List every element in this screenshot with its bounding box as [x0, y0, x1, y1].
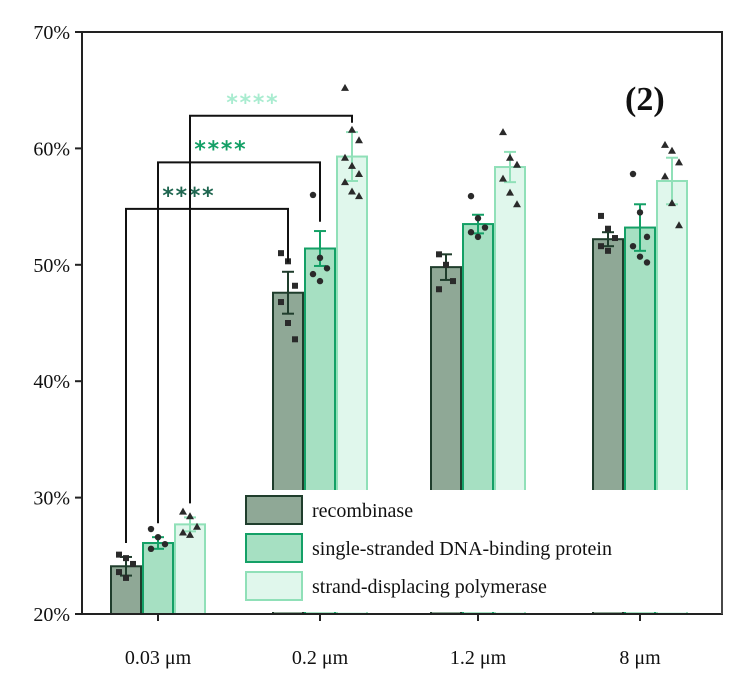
data-point-circle [467, 192, 475, 200]
data-point-triangle [348, 161, 356, 169]
y-tick-label: 30% [33, 488, 70, 510]
legend-swatch [245, 533, 303, 563]
legend-label: strand-displacing polymerase [312, 576, 547, 598]
significance-label: **** [194, 137, 247, 162]
data-point-square [123, 574, 129, 581]
data-point-triangle [341, 153, 349, 161]
data-point-square [116, 551, 122, 558]
data-point-triangle [348, 125, 356, 133]
x-tick-label: 1.2 μm [450, 647, 507, 669]
data-point-circle [474, 215, 482, 222]
data-point-circle [481, 224, 489, 231]
y-tick-label: 50% [33, 255, 70, 277]
data-point-square [612, 235, 618, 242]
data-point-triangle [675, 158, 683, 166]
data-point-triangle [506, 188, 514, 196]
data-point-triangle [675, 221, 683, 229]
data-point-circle [323, 265, 331, 272]
plot-frame [81, 31, 723, 615]
data-point-circle [629, 242, 637, 250]
data-point-triangle [499, 174, 507, 182]
legend-label: single-stranded DNA-binding protein [312, 538, 612, 560]
data-point-triangle [661, 172, 669, 180]
data-point-circle [316, 277, 324, 285]
data-point-triangle [179, 507, 187, 515]
data-point-triangle [513, 200, 521, 208]
data-point-circle [643, 233, 651, 241]
data-point-circle [316, 254, 324, 262]
data-point-square [285, 320, 291, 326]
data-point-square [123, 555, 129, 562]
data-point-triangle [193, 522, 201, 530]
data-point-circle [154, 533, 162, 541]
data-point-triangle [179, 528, 187, 536]
data-point-triangle [661, 140, 669, 148]
data-point-triangle [341, 83, 349, 91]
data-point-circle [629, 170, 637, 178]
x-tick-label: 0.03 μm [125, 647, 192, 669]
legend-swatch [245, 495, 303, 525]
data-point-triangle [355, 136, 363, 144]
data-point-circle [643, 259, 651, 266]
y-tick-label: 20% [33, 604, 70, 626]
significance-bracket [157, 161, 321, 524]
data-point-circle [636, 253, 644, 260]
bar-circle-series [142, 541, 174, 615]
x-tick-label: 0.2 μm [292, 647, 349, 669]
data-point-triangle [513, 160, 521, 168]
data-point-square [278, 299, 284, 306]
data-point-circle [474, 233, 482, 241]
y-tick-label: 40% [33, 371, 70, 393]
y-tick-label: 60% [33, 138, 70, 160]
data-point-square [605, 247, 611, 254]
data-point-triangle [186, 530, 194, 538]
data-point-square [292, 336, 298, 343]
data-point-square [130, 560, 136, 567]
y-tick-label: 70% [33, 22, 70, 44]
panel-label: (2) [625, 81, 665, 118]
legend-swatch [245, 571, 303, 601]
data-point-triangle [668, 146, 676, 154]
data-point-square [598, 243, 604, 250]
data-point-circle [467, 229, 475, 236]
significance-bracket [189, 114, 353, 504]
data-point-triangle [355, 170, 363, 178]
axis-layer: 20% 30% 40% 50% 60% 70% 0.03 μm 0.2 μm 1.2 μm 8 μ… [33, 22, 661, 669]
data-point-square [116, 569, 122, 576]
significance-label: **** [162, 184, 215, 209]
frame-layer [81, 31, 723, 615]
data-point-triangle [355, 192, 363, 200]
data-point-square [598, 212, 604, 219]
data-point-square [278, 250, 284, 257]
x-tick-label: 8 μm [619, 647, 661, 669]
data-point-triangle [186, 512, 194, 520]
data-point-square [605, 225, 611, 232]
data-point-square [436, 251, 442, 258]
legend: recombinase single-stranded DNA-binding p… [240, 490, 723, 614]
significance-bracket [125, 207, 289, 543]
data-point-circle [147, 525, 155, 533]
data-point-circle [161, 540, 169, 548]
data-point-triangle [668, 199, 676, 207]
data-point-square [292, 282, 298, 289]
data-point-circle [147, 545, 155, 553]
data-point-circle [636, 209, 644, 216]
data-point-square [436, 286, 442, 293]
data-point-square [443, 261, 449, 268]
data-point-circle [309, 270, 317, 278]
data-point-triangle [499, 128, 507, 136]
legend-background [240, 490, 720, 612]
data-point-square [450, 278, 456, 285]
significance-label: **** [226, 91, 279, 116]
legend-label: recombinase [312, 500, 413, 522]
data-point-triangle [348, 187, 356, 195]
data-point-triangle [341, 178, 349, 186]
data-point-triangle [506, 153, 514, 161]
data-point-circle [309, 191, 317, 199]
